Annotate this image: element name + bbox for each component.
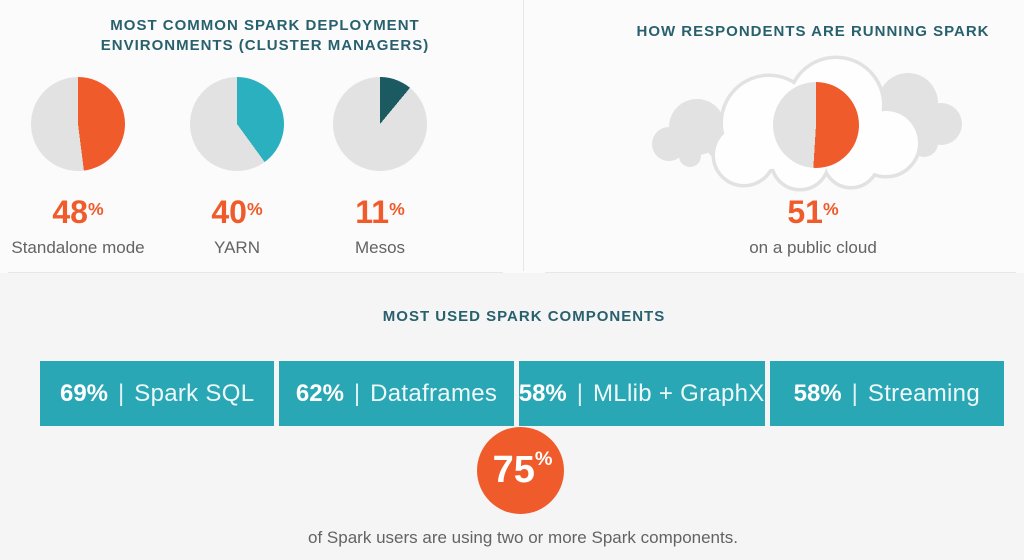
vertical-divider (523, 0, 524, 271)
yarn-pie-chart (190, 77, 284, 171)
stat-label: YARN (214, 238, 260, 257)
bar-percent: 58% (518, 379, 567, 407)
seventy-five-percent-badge: 75% (477, 427, 564, 514)
stat-label: Standalone mode (11, 238, 145, 257)
badge-number: 75 (492, 449, 535, 491)
stat-label: Mesos (354, 238, 406, 257)
public-cloud-pie-chart (773, 82, 859, 168)
percent-sign: % (822, 199, 839, 220)
bar-percent: 62% (295, 379, 344, 407)
percent-sign: % (87, 199, 104, 220)
deployment-title-line2: ENVIRONMENTS (CLUSTER MANAGERS) (100, 37, 430, 54)
deployment-title: MOST COMMON SPARK DEPLOYMENT ENVIRONMENT… (63, 16, 467, 56)
bar-separator: | (118, 379, 125, 407)
bar-label: Spark SQL (134, 379, 255, 407)
deployment-title-line1: MOST COMMON SPARK DEPLOYMENT (110, 17, 420, 34)
bar-separator: | (851, 379, 858, 407)
stat-number: 11 (355, 194, 390, 230)
public-cloud-stat: 51% on a public cloud (713, 196, 913, 258)
percent-sign: % (389, 199, 405, 220)
stat-value: 48% (0, 196, 168, 233)
stat-number: 51 (787, 194, 823, 230)
stat-value: 40% (147, 196, 327, 233)
bar-label: Dataframes (370, 379, 498, 407)
mesos-pie-chart (333, 77, 427, 171)
right-panel-bottom-divider (545, 272, 1016, 273)
stat-label: on a public cloud (749, 238, 877, 257)
bar-percent: 58% (793, 379, 842, 407)
bar-label: MLlib + GraphX (593, 379, 765, 407)
bar-spark-sql: 69% | Spark SQL (40, 361, 275, 426)
components-caption: of Spark users are using two or more Spa… (308, 528, 738, 547)
bar-percent: 69% (59, 379, 109, 407)
stat-value: 11% (290, 196, 470, 233)
stat-number: 40 (211, 194, 247, 230)
percent-sign: % (534, 448, 553, 471)
bar-separator: | (353, 379, 361, 407)
standalone-pie-chart (31, 77, 125, 171)
mesos-stat: 11% Mesos (290, 196, 470, 258)
stat-number: 48 (52, 194, 88, 230)
bar-label: Streaming (867, 379, 980, 407)
standalone-stat: 48% Standalone mode (0, 196, 168, 258)
bar-streaming: 58% | Streaming (769, 361, 1004, 426)
bar-separator: | (576, 379, 583, 407)
components-bar-row: 69% | Spark SQL 62% | Dataframes 58% | MLlib +… (40, 361, 1004, 426)
components-title: MOST USED SPARK COMPONENTS (382, 308, 666, 325)
stat-value: 51% (713, 196, 913, 233)
bar-dataframes: 62% | Dataframes (279, 361, 514, 426)
left-panel-bottom-divider (8, 272, 503, 273)
running-spark-title: HOW RESPONDENTS ARE RUNNING SPARK (636, 23, 990, 40)
bar-mllib-graphx: 58% | MLlib + GraphX (518, 361, 765, 426)
percent-sign: % (246, 199, 263, 220)
yarn-stat: 40% YARN (147, 196, 327, 258)
